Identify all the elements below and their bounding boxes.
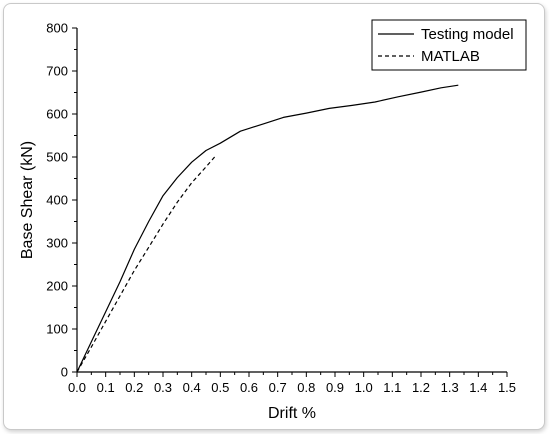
y-tick-label: 300 [46, 236, 68, 251]
y-tick-label: 500 [46, 150, 68, 165]
x-tick-label: 1.0 [355, 380, 373, 395]
x-tick-label: 0.0 [68, 380, 86, 395]
x-tick-label: 1.1 [383, 380, 401, 395]
x-ticks: 0.0 0.1 0.2 0.3 0.4 0.5 0.6 0.7 0.8 0.9 1.0 1.1 1.2 1… [68, 372, 516, 395]
legend-label-matlab: MATLAB [421, 48, 480, 65]
y-axis-title: Base Shear (kN) [19, 141, 36, 259]
x-tick-label: 1.4 [469, 380, 487, 395]
x-tick-label: 0.6 [240, 380, 258, 395]
x-tick-label: 0.1 [97, 380, 115, 395]
axes [76, 28, 507, 373]
y-tick-label: 600 [46, 107, 68, 122]
y-tick-label: 800 [46, 21, 68, 36]
x-axis-title: Drift % [268, 405, 316, 422]
y-tick-label: 400 [46, 193, 68, 208]
series-layer [76, 84, 459, 373]
x-tick-label: 0.8 [297, 380, 315, 395]
y-tick-label: 100 [46, 322, 68, 337]
x-tick-label: 0.5 [211, 380, 229, 395]
series-line-matlab [76, 156, 216, 373]
y-tick-label: 0 [61, 365, 68, 380]
y-tick-label: 700 [46, 64, 68, 79]
legend-label-testing-model: Testing model [421, 26, 514, 43]
x-tick-label: 0.2 [125, 380, 143, 395]
x-tick-label: 0.4 [183, 380, 201, 395]
series-line-testing-model [76, 84, 459, 373]
x-tick-label: 0.9 [326, 380, 344, 395]
x-tick-label: 1.3 [441, 380, 459, 395]
y-ticks: 0 100 200 300 400 500 600 700 800 [46, 21, 77, 380]
x-tick-label: 0.3 [154, 380, 172, 395]
x-tick-label: 1.5 [498, 380, 516, 395]
chart-frame [3, 3, 545, 430]
legend: Testing model MATLAB [371, 19, 527, 71]
legend-box [371, 19, 527, 71]
x-tick-label: 0.7 [269, 380, 287, 395]
y-tick-label: 200 [46, 279, 68, 294]
x-tick-label: 1.2 [412, 380, 430, 395]
